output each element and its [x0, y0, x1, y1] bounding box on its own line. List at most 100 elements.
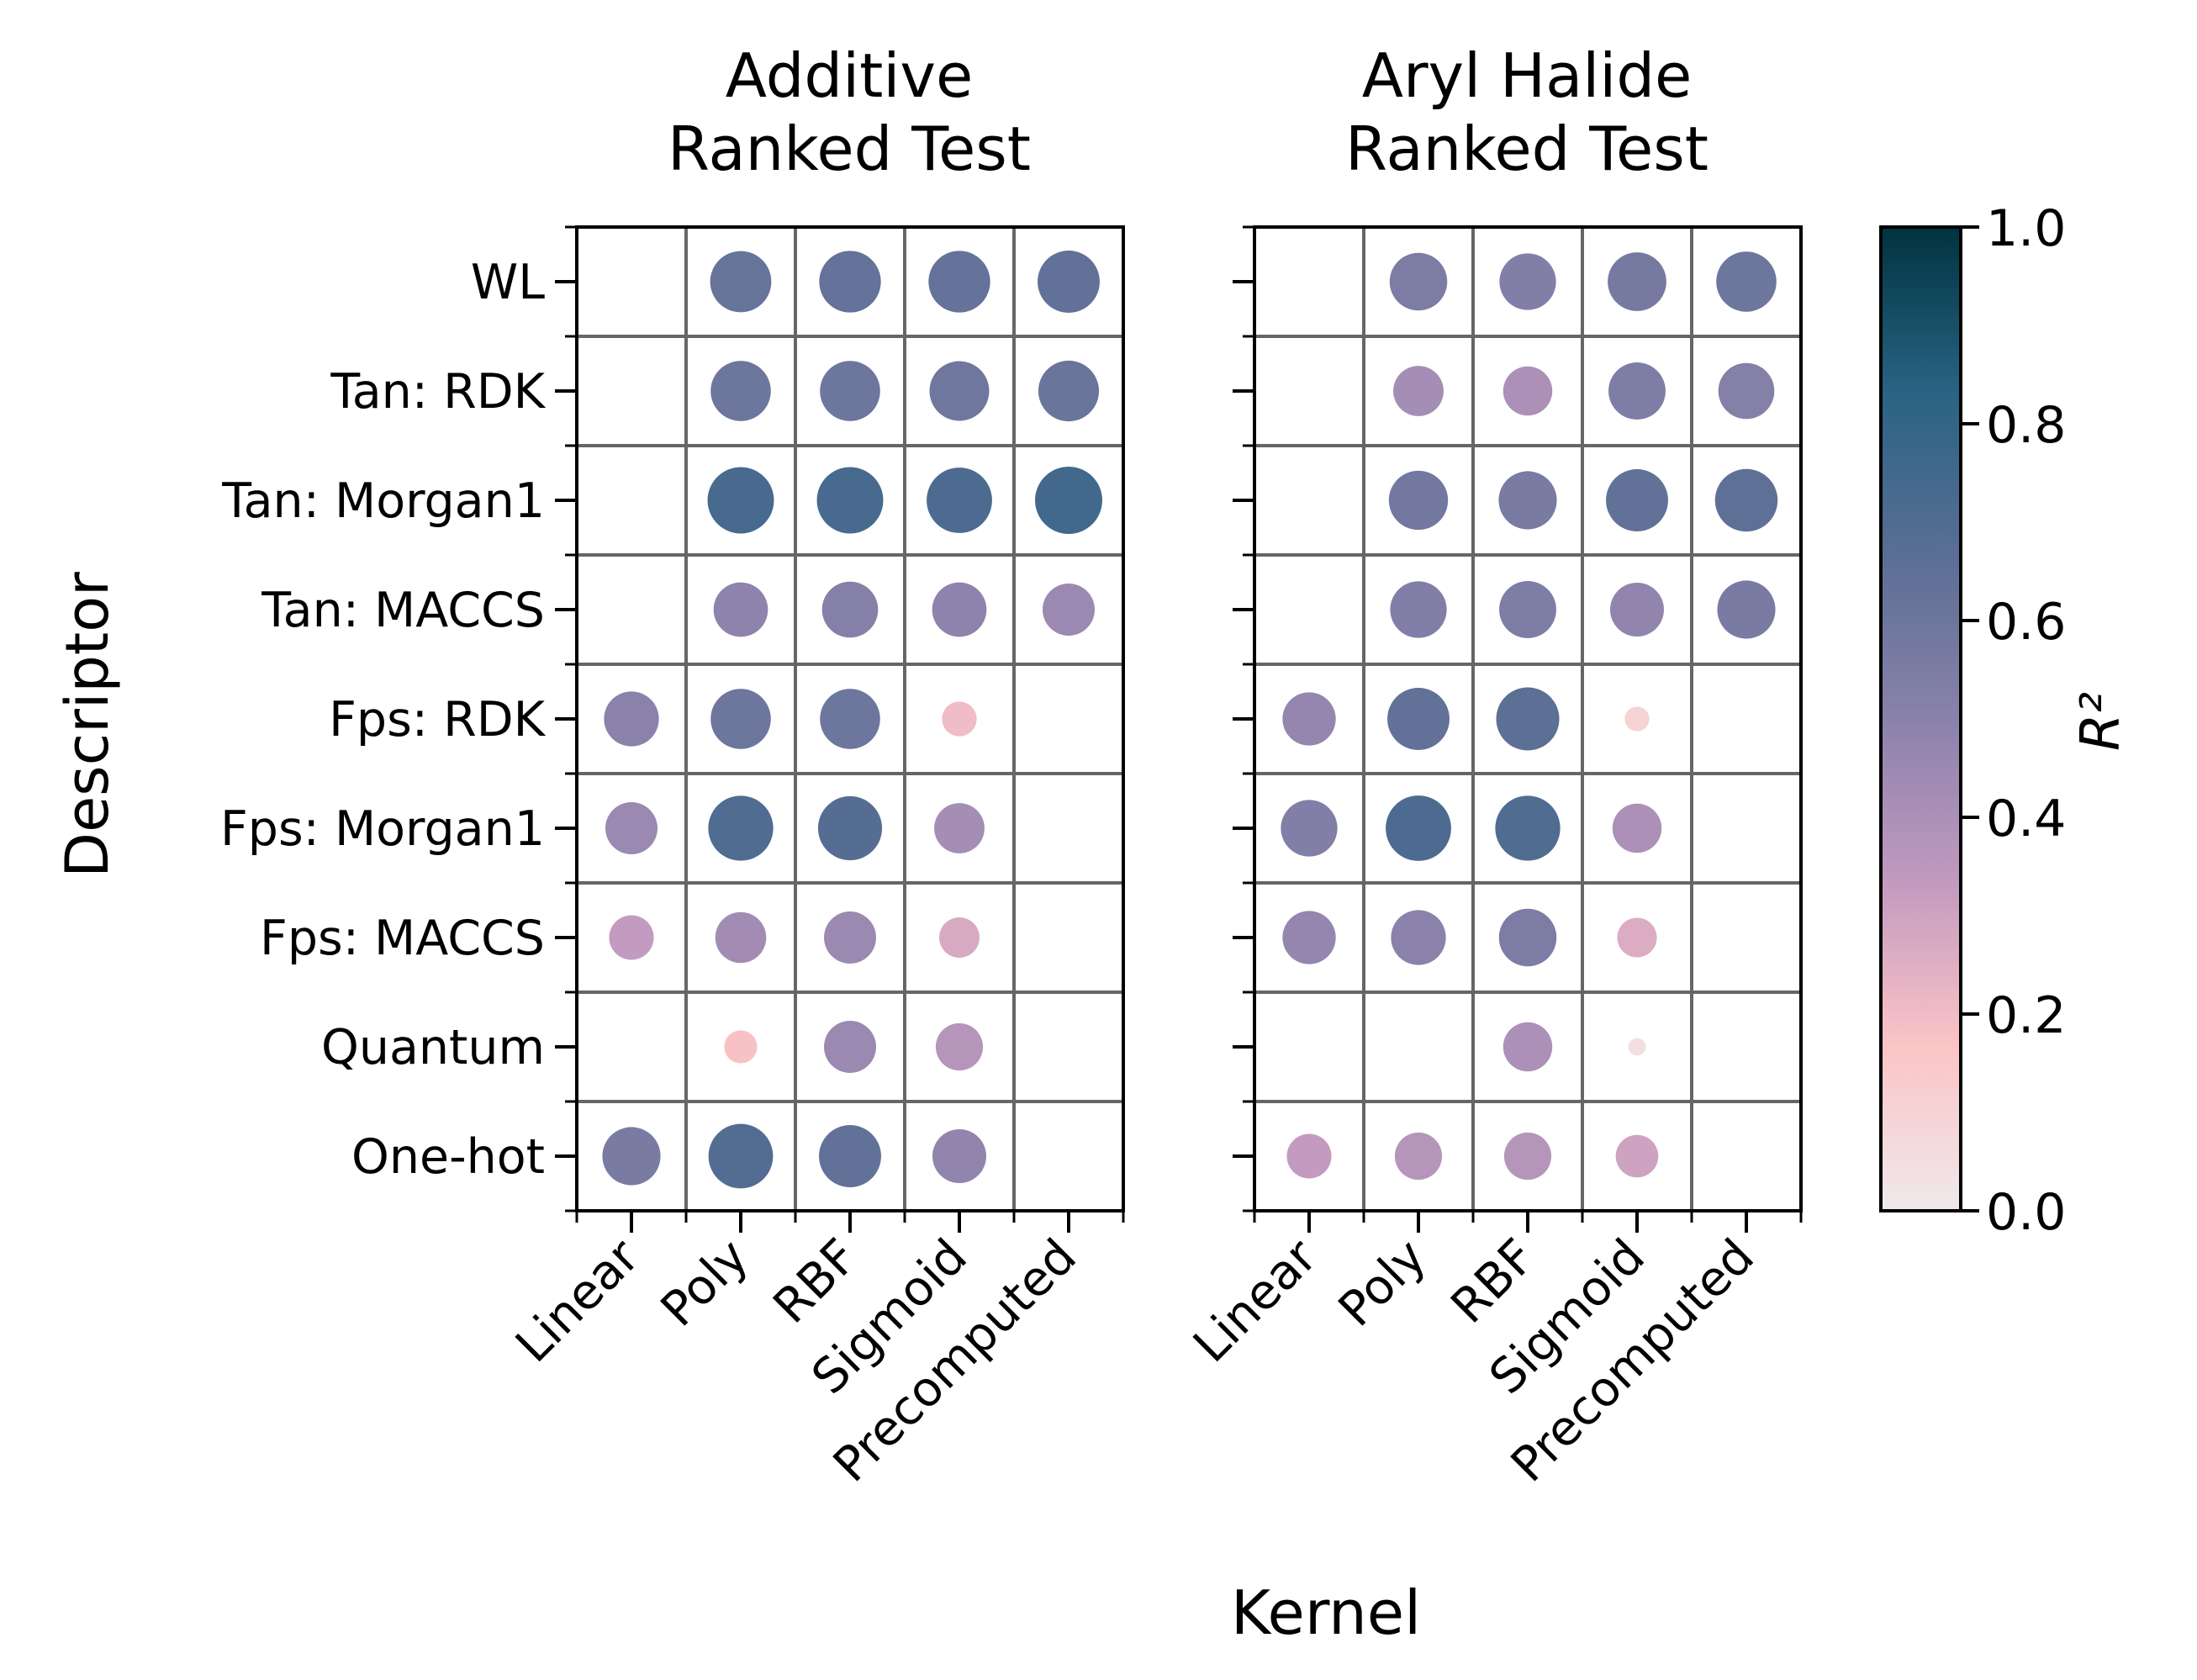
data-point	[1390, 581, 1447, 638]
data-point	[1038, 360, 1100, 422]
data-point	[707, 467, 774, 534]
y-tick-label: One-hot	[351, 1129, 545, 1185]
data-point	[1615, 1134, 1659, 1178]
y-tick-label: Tan: RDK	[330, 364, 546, 420]
colorbar-gradient	[1879, 225, 1962, 1212]
colorbar-tick-label: 0.6	[1986, 593, 2066, 652]
data-point	[713, 582, 768, 637]
colorbar-tick-label: 0.8	[1986, 396, 2066, 455]
data-point	[820, 361, 880, 421]
data-point	[1043, 584, 1095, 636]
colorbar-label-text: R²	[2070, 692, 2132, 751]
data-point	[1499, 253, 1556, 310]
data-point	[935, 1022, 984, 1071]
data-point	[1498, 471, 1557, 530]
y-tick-label: WL	[471, 255, 545, 310]
colorbar-label: R²	[2070, 692, 2132, 751]
data-point	[1391, 910, 1446, 965]
panel-2-title-line2: Ranked Test	[1345, 114, 1708, 184]
y-tick-label: Fps: RDK	[329, 692, 546, 748]
data-point	[819, 251, 881, 313]
data-point	[1714, 468, 1778, 532]
data-point	[932, 582, 987, 637]
data-point	[710, 251, 772, 313]
x-tick-label: Poly	[1328, 1228, 1437, 1337]
data-point	[824, 1021, 876, 1073]
data-point	[1035, 467, 1102, 534]
data-point	[942, 701, 977, 737]
data-point	[1282, 911, 1336, 964]
data-point	[1389, 252, 1448, 311]
data-point	[1716, 251, 1777, 312]
data-point	[1608, 362, 1666, 420]
data-point	[1606, 469, 1668, 531]
data-point	[934, 803, 985, 853]
data-point	[1503, 1022, 1553, 1072]
data-point	[604, 691, 659, 747]
y-tick-label: Tan: Morgan1	[221, 473, 545, 529]
data-point	[929, 361, 990, 421]
panel-1-title-line2: Ranked Test	[668, 114, 1031, 184]
data-point	[1499, 581, 1556, 638]
colorbar-tick-label: 0.4	[1986, 790, 2066, 848]
data-point	[1718, 362, 1775, 420]
panel-2-title-line1: Aryl Halide	[1362, 40, 1693, 111]
x-axis-label: Kernel	[1231, 1577, 1421, 1648]
data-point	[927, 468, 992, 533]
data-point	[932, 1129, 986, 1183]
data-point	[708, 795, 774, 861]
data-point	[1624, 706, 1650, 732]
data-point	[1498, 908, 1557, 967]
data-point	[1387, 688, 1450, 750]
data-point	[1393, 366, 1444, 416]
data-point	[1388, 470, 1449, 531]
data-point	[1617, 917, 1657, 958]
data-point	[1612, 803, 1662, 853]
data-point	[1503, 366, 1553, 416]
data-point	[1496, 687, 1560, 751]
data-point	[708, 1123, 774, 1189]
data-point	[602, 1127, 661, 1186]
data-point	[609, 915, 654, 960]
colorbar-tick-label: 0.2	[1986, 986, 2066, 1045]
data-point	[824, 911, 876, 964]
y-axis-label: Descriptor	[53, 572, 122, 878]
data-point	[1717, 580, 1776, 639]
data-point	[1281, 800, 1338, 857]
x-tick-label: Linear	[505, 1228, 650, 1373]
data-point	[1628, 1038, 1646, 1056]
data-point	[605, 802, 658, 854]
colorbar: 0.0 0.2 0.4 0.6 0.8 1.0 R²	[1879, 199, 2132, 1242]
x-tick-label: Poly	[651, 1228, 759, 1337]
panel-1: WL Tan: RDK Tan: Morgan1 Tan: MACCS Fps: RDK…	[220, 225, 1125, 1492]
y-tick-label: Fps: MACCS	[260, 911, 545, 966]
data-point	[1038, 251, 1100, 313]
data-point	[939, 917, 980, 958]
colorbar-tick-label: 0.0	[1986, 1183, 2066, 1242]
data-point	[1394, 1132, 1443, 1181]
data-point	[1495, 795, 1561, 861]
data-point	[821, 581, 879, 638]
data-point	[710, 689, 771, 749]
data-point	[1503, 1132, 1552, 1181]
data-point	[1282, 692, 1336, 746]
data-point	[928, 251, 990, 313]
y-tick-label: Fps: Morgan1	[220, 801, 545, 857]
data-point	[1286, 1133, 1332, 1179]
data-point	[820, 689, 880, 749]
panel-1-title-line1: Additive	[726, 40, 974, 111]
y-tick-label: Tan: MACCS	[261, 583, 545, 638]
colorbar-tick-label: 1.0	[1986, 199, 2066, 258]
data-point	[710, 361, 771, 421]
data-point	[816, 467, 884, 534]
data-point	[1608, 252, 1666, 311]
y-tick-label: Quantum	[321, 1020, 545, 1075]
data-point	[715, 911, 767, 964]
data-point	[819, 1125, 881, 1187]
data-point	[724, 1030, 758, 1064]
x-tick-label: Linear	[1183, 1228, 1328, 1373]
data-point	[1386, 795, 1451, 861]
data-point	[1610, 583, 1664, 637]
